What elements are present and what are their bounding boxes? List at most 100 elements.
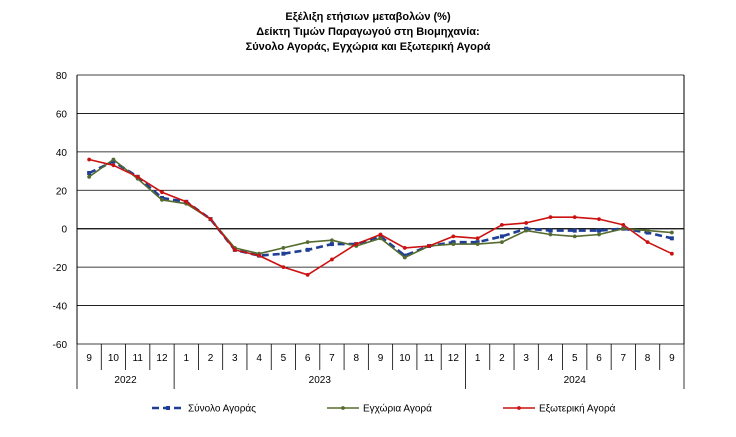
legend-swatch-marker bbox=[517, 406, 521, 410]
data-point bbox=[305, 272, 310, 277]
data-point bbox=[475, 242, 480, 246]
data-point bbox=[160, 197, 164, 202]
data-point bbox=[111, 157, 116, 162]
x-tick-label: 9 bbox=[669, 353, 675, 364]
data-point bbox=[160, 190, 164, 195]
y-tick-label: -60 bbox=[53, 340, 68, 351]
x-tick-label: 12 bbox=[448, 353, 460, 364]
data-point bbox=[451, 234, 456, 239]
data-point bbox=[402, 246, 407, 250]
series-line bbox=[88, 160, 673, 257]
data-point bbox=[597, 228, 602, 233]
x-tick-label: 8 bbox=[645, 353, 651, 364]
data-point bbox=[572, 228, 577, 233]
data-point bbox=[305, 247, 310, 252]
x-tick-label: 10 bbox=[399, 353, 411, 364]
legend-swatch-marker bbox=[341, 406, 345, 410]
y-tick-label: 20 bbox=[56, 186, 68, 197]
x-tick-label: 6 bbox=[596, 353, 602, 364]
data-point bbox=[524, 228, 529, 233]
legend-label: Εξωτερική Αγορά bbox=[539, 403, 616, 415]
x-tick-label: 11 bbox=[133, 353, 144, 364]
legend-swatch-marker bbox=[166, 406, 170, 410]
data-point bbox=[475, 236, 480, 241]
data-point bbox=[330, 238, 334, 243]
data-point bbox=[475, 240, 480, 245]
data-point bbox=[281, 265, 286, 270]
data-point bbox=[87, 157, 92, 162]
x-tick-label: 3 bbox=[232, 353, 238, 364]
data-point bbox=[281, 246, 286, 250]
x-tick-label: 9 bbox=[378, 353, 384, 364]
chart-title-line-3: Σύνολο Αγοράς, Εγχώρια και Εξωτερική Αγο… bbox=[245, 41, 491, 53]
chart-title-line-2: Δείκτη Τιμών Παραγωγού στη Βιομηχανία: bbox=[256, 26, 480, 38]
year-label: 2024 bbox=[564, 375, 587, 386]
data-point bbox=[159, 195, 164, 200]
data-point bbox=[572, 234, 577, 239]
x-tick-label: 11 bbox=[424, 353, 435, 364]
x-tick-label: 10 bbox=[108, 353, 120, 364]
year-label: 2023 bbox=[309, 375, 332, 386]
data-point bbox=[451, 242, 456, 246]
data-point bbox=[232, 247, 237, 252]
data-point bbox=[499, 234, 504, 239]
data-point bbox=[402, 253, 407, 258]
x-tick-label: 4 bbox=[548, 353, 554, 364]
data-point bbox=[354, 242, 359, 246]
data-point bbox=[135, 174, 140, 179]
data-point bbox=[111, 163, 116, 168]
data-point bbox=[669, 230, 674, 235]
data-point bbox=[378, 232, 383, 237]
data-point bbox=[645, 230, 650, 235]
x-tick-label: 8 bbox=[353, 353, 359, 364]
legend-label: Σύνολο Αγοράς bbox=[188, 403, 256, 415]
x-tick-label: 7 bbox=[621, 353, 627, 364]
x-tick-label: 6 bbox=[305, 353, 311, 364]
y-tick-label: 60 bbox=[56, 109, 68, 120]
data-point bbox=[208, 217, 213, 222]
data-point bbox=[572, 215, 577, 220]
data-point bbox=[621, 222, 626, 227]
x-tick-label: 12 bbox=[156, 353, 168, 364]
data-point bbox=[378, 236, 383, 241]
data-point bbox=[184, 199, 189, 204]
data-point bbox=[621, 226, 626, 231]
data-point bbox=[548, 215, 553, 220]
chart-title: Εξέλιξη ετήσιων μεταβολών (%) Δείκτη Τιμ… bbox=[0, 10, 736, 55]
x-tick-label: 7 bbox=[329, 353, 335, 364]
data-point bbox=[305, 240, 310, 245]
data-point bbox=[87, 174, 92, 179]
data-point bbox=[645, 240, 650, 245]
data-point bbox=[329, 242, 334, 247]
x-tick-label: 1 bbox=[183, 353, 189, 364]
data-point bbox=[597, 217, 601, 222]
data-point bbox=[669, 236, 674, 241]
data-point bbox=[281, 251, 286, 256]
x-tick-label: 9 bbox=[86, 353, 92, 364]
data-point bbox=[451, 240, 456, 245]
x-tick-label: 5 bbox=[281, 353, 287, 364]
data-point bbox=[548, 232, 553, 237]
x-tick-label: 3 bbox=[523, 353, 529, 364]
y-tick-label: 40 bbox=[56, 148, 68, 159]
data-point bbox=[500, 240, 504, 245]
data-point bbox=[524, 221, 529, 225]
legend-label: Εγχώρια Αγορά bbox=[363, 403, 432, 415]
y-tick-label: -20 bbox=[53, 263, 68, 274]
data-point bbox=[111, 159, 116, 164]
data-point bbox=[500, 222, 504, 227]
series-line bbox=[88, 158, 673, 276]
year-label: 2022 bbox=[114, 375, 137, 386]
data-point bbox=[378, 234, 383, 239]
data-point bbox=[427, 244, 431, 248]
data-point bbox=[257, 253, 261, 258]
y-tick-label: -40 bbox=[53, 302, 68, 313]
x-tick-label: 1 bbox=[475, 353, 481, 364]
y-tick-label: 0 bbox=[61, 225, 67, 236]
data-point bbox=[330, 257, 334, 262]
chart-title-line-1: Εξέλιξη ετήσιων μεταβολών (%) bbox=[285, 11, 451, 23]
x-tick-label: 2 bbox=[208, 353, 214, 364]
series-line bbox=[88, 158, 672, 259]
